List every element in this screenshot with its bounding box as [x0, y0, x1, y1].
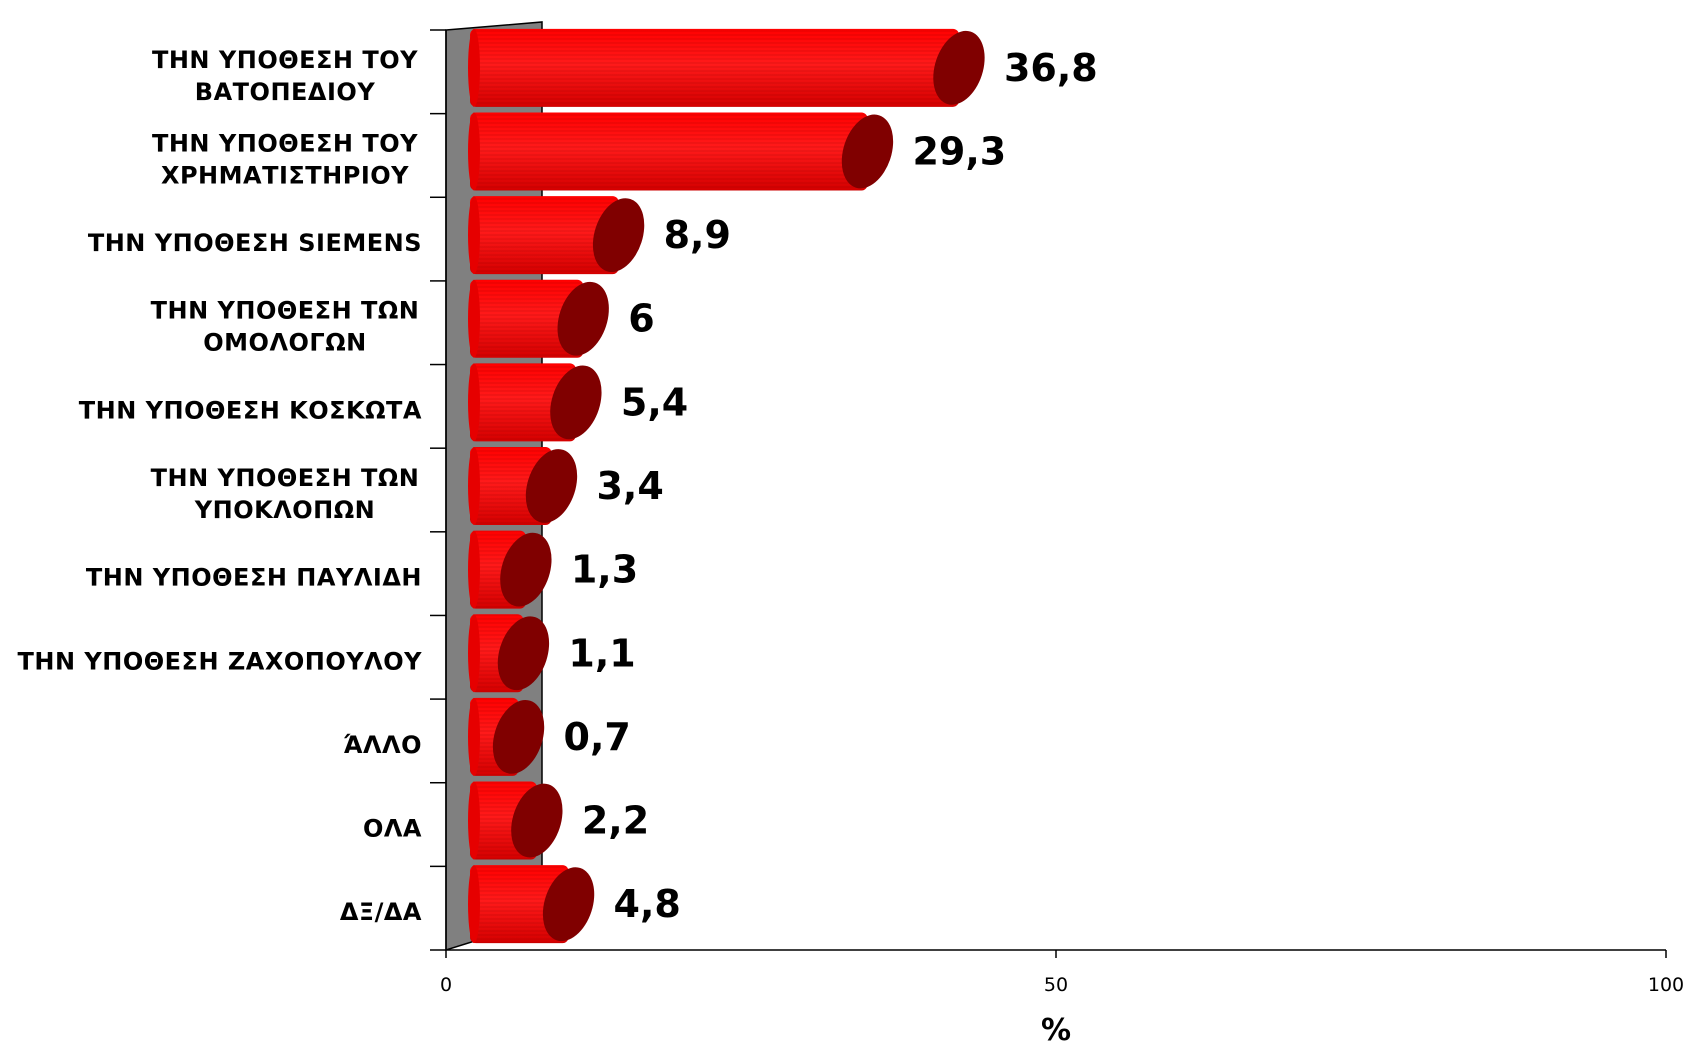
- bar-body-shade: [470, 196, 619, 275]
- bar-start-cap: [468, 865, 480, 944]
- bar-start-cap: [468, 279, 480, 358]
- bar-end-cap: [933, 30, 985, 105]
- labels: 0 50 100% 36,8 ΤΗΝ ΥΠΟΘΕΣΗ ΤΟΥ ΒΑΤΟΠΕΔΙΟΥ 29,3…: [17, 46, 1684, 1042]
- bar-body-shade: [470, 363, 576, 442]
- value-label: 4,8: [614, 882, 681, 926]
- value-label: 5,4: [621, 380, 688, 424]
- category-label: ΤΗΝ ΥΠΟΘΕΣΗ ΤΩΝ: [151, 464, 420, 492]
- category-label: ΆΛΛΟ: [343, 731, 422, 759]
- bar-start-cap: [468, 614, 480, 693]
- category-label: ΤΗΝ ΥΠΟΘΕΣΗ ΤΟΥ: [152, 129, 418, 157]
- bar: [468, 697, 545, 776]
- x-tick-label: 100: [1648, 974, 1684, 996]
- value-label: 29,3: [912, 129, 1006, 173]
- bar: [468, 196, 645, 275]
- bars: [468, 28, 985, 944]
- bar-end-cap: [511, 783, 563, 858]
- bar: [468, 865, 595, 944]
- value-label: 0,7: [564, 715, 631, 759]
- bar-body-shade: [470, 279, 584, 358]
- bar-end-cap: [500, 532, 552, 607]
- category-label: ΤΗΝ ΥΠΟΘΕΣΗ ΤΩΝ: [151, 297, 420, 325]
- bar: [468, 28, 985, 107]
- bar: [468, 447, 578, 525]
- bar: [468, 530, 552, 609]
- category-label: ΒΑΤΟΠΕΔΙΟΥ: [195, 78, 376, 106]
- bar-start-cap: [468, 447, 480, 525]
- value-label: 2,2: [582, 799, 649, 843]
- value-label: 1,1: [568, 631, 635, 675]
- category-label: ΤΗΝ ΥΠΟΘΕΣΗ ΖΑΧΟΠΟΥΛΟΥ: [17, 647, 422, 675]
- bar-start-cap: [468, 196, 480, 275]
- bar-start-cap: [468, 363, 480, 442]
- bar-end-cap: [542, 867, 595, 942]
- category-label: ΤΗΝ ΥΠΟΘΕΣΗ ΤΟΥ: [152, 46, 418, 74]
- bar: [468, 614, 550, 693]
- bar: [468, 363, 602, 442]
- bar-body-shade: [470, 865, 569, 944]
- category-label: ΥΠΟΚΛΟΠΩΝ: [194, 496, 376, 524]
- category-label: ΤΗΝ ΥΠΟΘΕΣΗ ΠΑΥΛΙΔΗ: [86, 564, 422, 592]
- value-label: 1,3: [571, 548, 638, 592]
- bar-end-cap: [557, 281, 609, 356]
- bar-start-cap: [468, 28, 480, 107]
- category-label: ΤΗΝ ΥΠΟΘΕΣΗ ΚΟΣΚΩΤΑ: [79, 396, 422, 424]
- category-label: ΤΗΝ ΥΠΟΘΕΣΗ SIEMENS: [88, 229, 422, 257]
- bar-start-cap: [468, 530, 480, 609]
- bar-end-cap: [592, 198, 645, 272]
- value-label: 3,4: [596, 464, 663, 508]
- bar-end-cap: [550, 365, 602, 440]
- x-tick-label: 0: [440, 974, 452, 996]
- bar-end-cap: [841, 114, 894, 189]
- bar: [468, 112, 894, 191]
- bar-body-shade: [470, 28, 959, 107]
- bar-end-cap: [497, 616, 550, 691]
- category-label: ΔΞ/ΔΑ: [340, 898, 422, 926]
- x-axis-title: %: [1041, 1013, 1071, 1042]
- bar-start-cap: [468, 697, 480, 776]
- value-label: 36,8: [1004, 46, 1098, 90]
- bar-end-cap: [525, 449, 578, 523]
- category-label: ΧΡΗΜΑΤΙΣΤΗΡΙΟΥ: [161, 161, 409, 189]
- axes: [430, 29, 1667, 958]
- bar: [468, 781, 563, 860]
- bar-end-cap: [492, 700, 545, 774]
- bar-start-cap: [468, 112, 480, 191]
- x-tick-label: 50: [1044, 974, 1068, 996]
- bar-body-shade: [470, 112, 868, 191]
- bar-start-cap: [468, 781, 480, 860]
- bar: [468, 279, 609, 358]
- value-label: 6: [628, 297, 654, 341]
- category-label: ΟΛΑ: [363, 815, 422, 843]
- category-label: ΟΜΟΛΟΓΩΝ: [203, 329, 366, 357]
- value-label: 8,9: [664, 213, 731, 257]
